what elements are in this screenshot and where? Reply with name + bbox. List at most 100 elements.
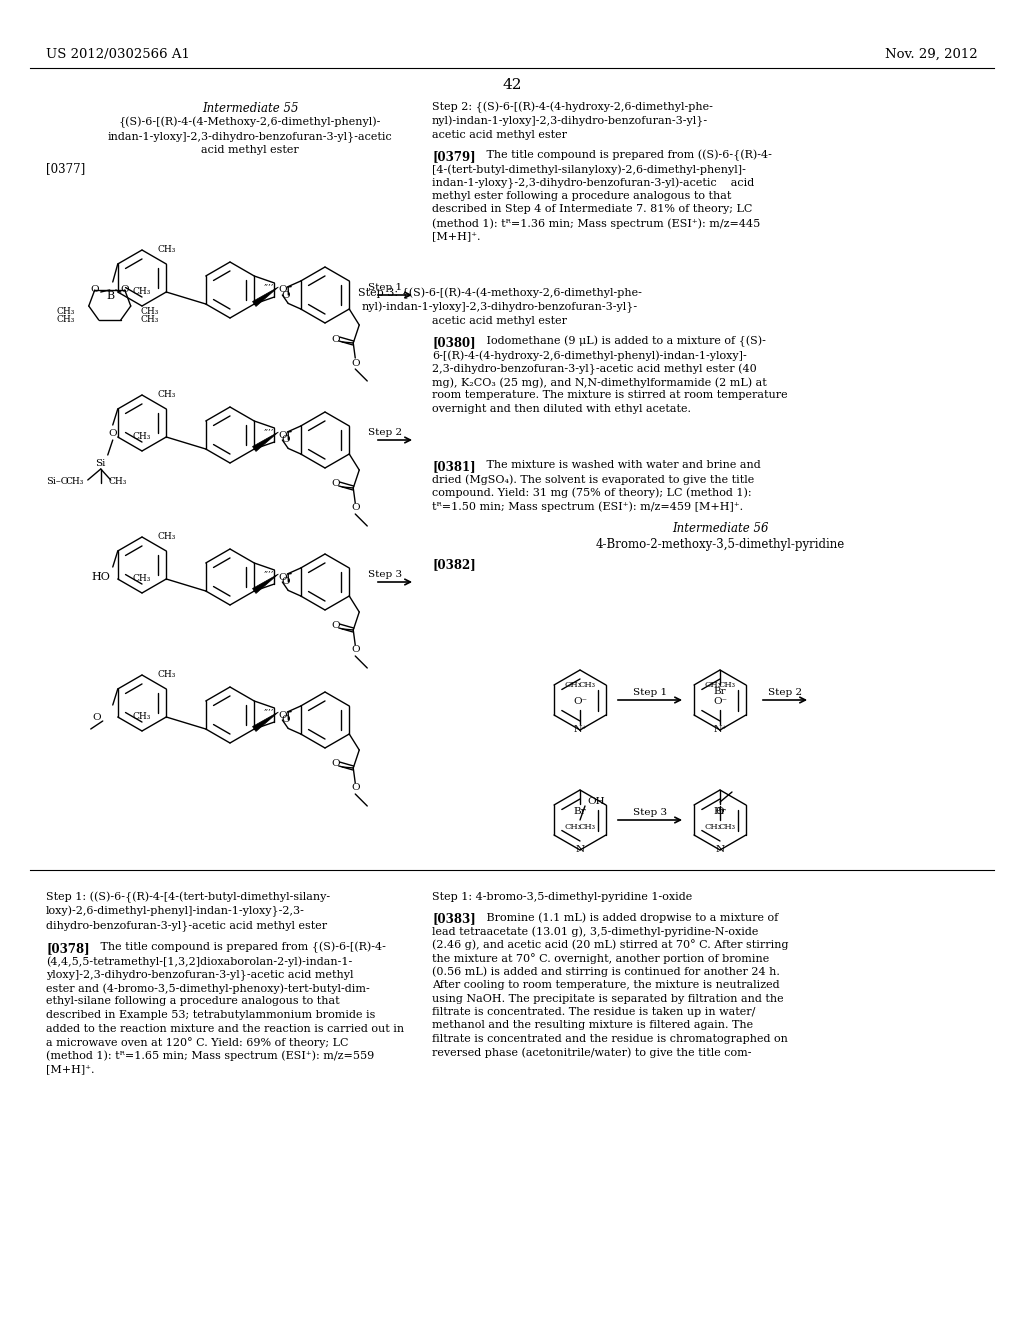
Text: CH₃: CH₃ (140, 315, 159, 325)
Polygon shape (253, 286, 279, 306)
Text: {(S)-6-[(R)-4-(4-Methoxy-2,6-dimethyl-phenyl)-: {(S)-6-[(R)-4-(4-Methoxy-2,6-dimethyl-ph… (119, 117, 381, 128)
Text: O: O (279, 573, 287, 582)
Text: Si–O: Si–O (46, 477, 69, 486)
Text: ,,,,: ,,,, (263, 279, 273, 286)
Text: [M+H]⁺.: [M+H]⁺. (432, 231, 480, 242)
Text: CH₃: CH₃ (157, 389, 175, 399)
Text: Step 2: Step 2 (768, 688, 802, 697)
Text: The mixture is washed with water and brine and: The mixture is washed with water and bri… (476, 459, 761, 470)
Text: O: O (331, 334, 340, 343)
Text: CH₃: CH₃ (157, 671, 175, 678)
Text: Step 1: 4-bromo-3,5-dimethyl-pyridine 1-oxide: Step 1: 4-bromo-3,5-dimethyl-pyridine 1-… (432, 892, 692, 902)
Text: room temperature. The mixture is stirred at room temperature: room temperature. The mixture is stirred… (432, 391, 787, 400)
Text: O: O (281, 436, 290, 445)
Text: N: N (716, 846, 725, 854)
Text: CH₃: CH₃ (66, 477, 84, 486)
Text: CH₃: CH₃ (133, 574, 152, 583)
Text: Br: Br (573, 808, 587, 817)
Text: methyl ester following a procedure analogous to that: methyl ester following a procedure analo… (432, 191, 731, 201)
Text: filtrate is concentrated and the residue is chromatographed on: filtrate is concentrated and the residue… (432, 1034, 787, 1044)
Text: O: O (281, 715, 290, 725)
Text: acid methyl ester: acid methyl ester (201, 145, 299, 154)
Text: O: O (281, 290, 290, 300)
Text: nyl)-indan-1-yloxy]-2,3-dihydro-benzofuran-3-yl}-: nyl)-indan-1-yloxy]-2,3-dihydro-benzofur… (432, 116, 709, 127)
Text: added to the reaction mixture and the reaction is carried out in: added to the reaction mixture and the re… (46, 1023, 404, 1034)
Text: O: O (351, 503, 359, 512)
Text: [0383]: [0383] (432, 912, 476, 925)
Text: O: O (279, 285, 287, 294)
Text: indan-1-yloxy}-2,3-dihydro-benzofuran-3-yl)-acetic    acid: indan-1-yloxy}-2,3-dihydro-benzofuran-3-… (432, 177, 755, 189)
Text: CH₃: CH₃ (133, 432, 152, 441)
Text: US 2012/0302566 A1: US 2012/0302566 A1 (46, 48, 189, 61)
Text: ethyl-silane following a procedure analogous to that: ethyl-silane following a procedure analo… (46, 997, 340, 1006)
Text: CH₃: CH₃ (56, 315, 75, 325)
Text: [M+H]⁺.: [M+H]⁺. (46, 1064, 94, 1074)
Text: [0378]: [0378] (46, 942, 90, 954)
Text: loxy)-2,6-dimethyl-phenyl]-indan-1-yloxy}-2,3-: loxy)-2,6-dimethyl-phenyl]-indan-1-yloxy… (46, 906, 305, 917)
Text: dried (MgSO₄). The solvent is evaporated to give the title: dried (MgSO₄). The solvent is evaporated… (432, 474, 755, 484)
Text: O⁻: O⁻ (573, 697, 587, 706)
Text: CH₃: CH₃ (157, 246, 175, 253)
Text: O⁻: O⁻ (713, 697, 727, 706)
Text: acetic acid methyl ester: acetic acid methyl ester (432, 129, 567, 140)
Text: CH₃: CH₃ (564, 822, 581, 832)
Text: (0.56 mL) is added and stirring is continued for another 24 h.: (0.56 mL) is added and stirring is conti… (432, 966, 780, 977)
Text: Nov. 29, 2012: Nov. 29, 2012 (886, 48, 978, 61)
Text: CH₃: CH₃ (564, 681, 581, 689)
Text: N⁺: N⁺ (713, 726, 727, 734)
Text: N⁺: N⁺ (573, 726, 587, 734)
Text: acetic acid methyl ester: acetic acid methyl ester (432, 315, 567, 326)
Text: O: O (351, 784, 359, 792)
Text: using NaOH. The precipitate is separated by filtration and the: using NaOH. The precipitate is separated… (432, 994, 783, 1003)
Text: Iodomethane (9 μL) is added to a mixture of {(S)-: Iodomethane (9 μL) is added to a mixture… (476, 337, 766, 347)
Text: 2,3-dihydro-benzofuran-3-yl}-acetic acid methyl ester (40: 2,3-dihydro-benzofuran-3-yl}-acetic acid… (432, 363, 757, 375)
Text: B: B (106, 290, 115, 301)
Text: [0381]: [0381] (432, 459, 475, 473)
Text: Step 2: {(S)-6-[(R)-4-(4-hydroxy-2,6-dimethyl-phe-: Step 2: {(S)-6-[(R)-4-(4-hydroxy-2,6-dim… (432, 102, 713, 114)
Text: ester and (4-bromo-3,5-dimethyl-phenoxy)-tert-butyl-dim-: ester and (4-bromo-3,5-dimethyl-phenoxy)… (46, 983, 370, 994)
Text: HO: HO (91, 572, 111, 582)
Text: mg), K₂CO₃ (25 mg), and N,N-dimethylformamide (2 mL) at: mg), K₂CO₃ (25 mg), and N,N-dimethylform… (432, 378, 767, 388)
Text: O: O (90, 285, 99, 294)
Text: O: O (279, 430, 287, 440)
Text: the mixture at 70° C. overnight, another portion of bromine: the mixture at 70° C. overnight, another… (432, 953, 769, 964)
Text: Step 3: Step 3 (368, 570, 402, 579)
Text: The title compound is prepared from ((S)-6-{(R)-4-: The title compound is prepared from ((S)… (476, 150, 772, 161)
Text: CH₃: CH₃ (157, 532, 175, 541)
Text: reversed phase (acetonitrile/water) to give the title com-: reversed phase (acetonitrile/water) to g… (432, 1048, 752, 1059)
Text: described in Example 53; tetrabutylammonium bromide is: described in Example 53; tetrabutylammon… (46, 1010, 376, 1020)
Text: CH₃: CH₃ (719, 822, 736, 832)
Text: O: O (331, 622, 340, 631)
Text: CH₃: CH₃ (705, 822, 721, 832)
Text: CH₃: CH₃ (579, 681, 596, 689)
Text: Br: Br (714, 688, 726, 697)
Text: O: O (331, 479, 340, 488)
Text: CH₃: CH₃ (140, 308, 159, 317)
Text: tᴿ=1.50 min; Mass spectrum (ESI⁺): m/z=459 [M+H]⁺.: tᴿ=1.50 min; Mass spectrum (ESI⁺): m/z=4… (432, 502, 743, 512)
Text: filtrate is concentrated. The residue is taken up in water/: filtrate is concentrated. The residue is… (432, 1007, 756, 1016)
Text: CH₃: CH₃ (109, 478, 127, 487)
Text: a microwave oven at 120° C. Yield: 69% of theory; LC: a microwave oven at 120° C. Yield: 69% o… (46, 1038, 348, 1048)
Text: OH: OH (587, 797, 605, 807)
Text: Intermediate 56: Intermediate 56 (672, 521, 768, 535)
Text: methanol and the resulting mixture is filtered again. The: methanol and the resulting mixture is fi… (432, 1020, 753, 1031)
Polygon shape (253, 574, 279, 594)
Text: O: O (279, 710, 287, 719)
Polygon shape (253, 711, 279, 731)
Text: The title compound is prepared from {(S)-6-[(R)-4-: The title compound is prepared from {(S)… (90, 942, 386, 953)
Text: [0379]: [0379] (432, 150, 475, 162)
Text: N: N (575, 846, 585, 854)
Text: CH₃: CH₃ (579, 822, 596, 832)
Text: ,,,,: ,,,, (263, 565, 273, 573)
Text: [0380]: [0380] (432, 337, 475, 348)
Text: CH₃: CH₃ (133, 711, 152, 721)
Text: O: O (331, 759, 340, 768)
Text: 6-[(R)-4-(4-hydroxy-2,6-dimethyl-phenyl)-indan-1-yloxy]-: 6-[(R)-4-(4-hydroxy-2,6-dimethyl-phenyl)… (432, 350, 746, 360)
Text: O: O (351, 645, 359, 655)
Text: CH₃: CH₃ (705, 681, 721, 689)
Text: Step 3: Step 3 (633, 808, 667, 817)
Text: nyl)-indan-1-yloxy]-2,3-dihydro-benzofuran-3-yl}-: nyl)-indan-1-yloxy]-2,3-dihydro-benzofur… (361, 302, 638, 313)
Text: O: O (716, 808, 724, 817)
Text: Br: Br (714, 808, 726, 817)
Text: Si: Si (95, 458, 105, 467)
